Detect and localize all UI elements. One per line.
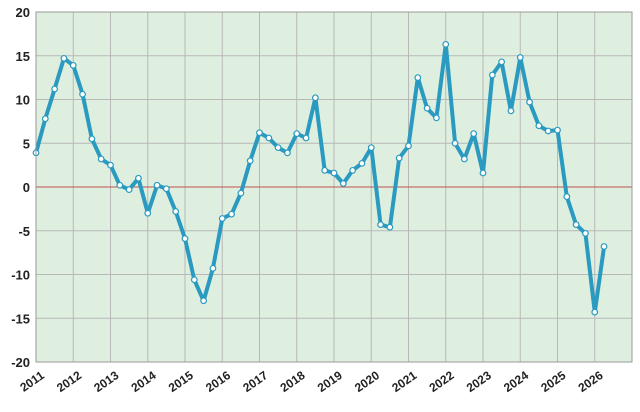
data-point — [172, 208, 180, 215]
x-tick-label: 2017 — [240, 368, 270, 395]
x-tick-label: 2011 — [17, 368, 47, 395]
data-point — [377, 221, 384, 229]
data-point — [162, 185, 170, 193]
data-point — [339, 180, 347, 187]
data-point — [88, 135, 96, 143]
data-point — [470, 130, 478, 138]
data-point — [433, 114, 440, 122]
data-point — [526, 98, 533, 106]
data-point — [386, 223, 394, 231]
data-point — [358, 159, 366, 167]
data-point — [284, 149, 291, 157]
x-tick-label: 2014 — [129, 368, 159, 395]
data-point — [321, 166, 329, 174]
y-axis-ticks: 20 15 10 5 0 -5 -10 -15 -20 — [11, 5, 30, 370]
data-point — [153, 181, 161, 189]
data-point — [311, 94, 319, 102]
data-point — [405, 142, 412, 150]
data-point — [69, 61, 77, 69]
data-point — [209, 264, 217, 272]
data-point — [116, 181, 124, 189]
x-tick-label: 2024 — [501, 368, 531, 395]
x-tick-label: 2015 — [166, 368, 196, 395]
data-point — [228, 210, 235, 218]
y-tick-label: -10 — [11, 268, 30, 283]
data-point — [330, 169, 338, 177]
data-point — [51, 85, 59, 93]
data-point — [200, 297, 208, 305]
data-point — [395, 154, 403, 162]
y-tick-label: -20 — [11, 355, 30, 370]
x-tick-label: 2022 — [427, 368, 457, 395]
plot-border — [35, 11, 633, 363]
data-point — [181, 235, 189, 243]
data-point — [507, 107, 515, 115]
x-tick-label: 2018 — [278, 368, 308, 395]
x-tick-label: 2026 — [576, 368, 606, 395]
data-point — [237, 189, 245, 197]
data-point — [600, 243, 608, 250]
data-point — [414, 74, 422, 82]
data-point — [274, 144, 282, 152]
x-tick-label: 2023 — [464, 368, 494, 395]
data-point — [488, 71, 496, 79]
x-axis-ticks: 2011 2012 2013 2014 2015 2016 2017 2018 2019 2020… — [17, 368, 605, 395]
data-point — [563, 193, 571, 201]
data-point — [479, 169, 487, 177]
x-tick-label: 2020 — [352, 368, 382, 395]
data-point — [144, 209, 152, 217]
y-tick-label: 15 — [16, 49, 30, 64]
data-point — [367, 144, 375, 152]
data-point — [256, 129, 263, 137]
data-point — [544, 127, 552, 135]
data-point — [460, 155, 468, 163]
data-point — [125, 186, 133, 194]
data-point — [535, 122, 543, 130]
data-point — [498, 58, 506, 66]
y-tick-label: -5 — [18, 224, 30, 239]
x-tick-label: 2012 — [54, 368, 84, 395]
data-point — [516, 54, 524, 61]
data-point — [79, 90, 86, 98]
data-point — [572, 221, 580, 229]
data-point — [349, 166, 357, 174]
y-tick-label: -15 — [11, 311, 30, 326]
x-tick-label: 2016 — [203, 368, 233, 395]
data-point — [423, 104, 431, 112]
y-tick-label: 10 — [16, 93, 30, 108]
data-point — [451, 139, 459, 147]
data-point — [190, 276, 198, 284]
y-tick-label: 5 — [23, 136, 30, 151]
data-point — [582, 229, 589, 237]
y-tick-label: 20 — [16, 5, 30, 20]
y-tick-label: 0 — [23, 180, 30, 195]
data-point — [265, 134, 273, 142]
x-tick-label: 2019 — [315, 368, 345, 395]
x-tick-label: 2013 — [91, 368, 121, 395]
x-tick-label: 2021 — [389, 368, 419, 395]
data-points — [32, 40, 608, 316]
data-point — [60, 54, 68, 62]
data-point — [41, 115, 49, 123]
data-point — [135, 174, 142, 182]
data-point — [107, 161, 114, 169]
data-point — [293, 130, 301, 138]
x-tick-label: 2025 — [538, 368, 568, 395]
data-point — [554, 126, 561, 134]
data-point — [442, 40, 450, 48]
data-point — [246, 157, 254, 165]
data-point — [302, 134, 310, 142]
data-point — [97, 155, 105, 163]
data-point — [218, 215, 226, 222]
data-point — [591, 308, 599, 316]
